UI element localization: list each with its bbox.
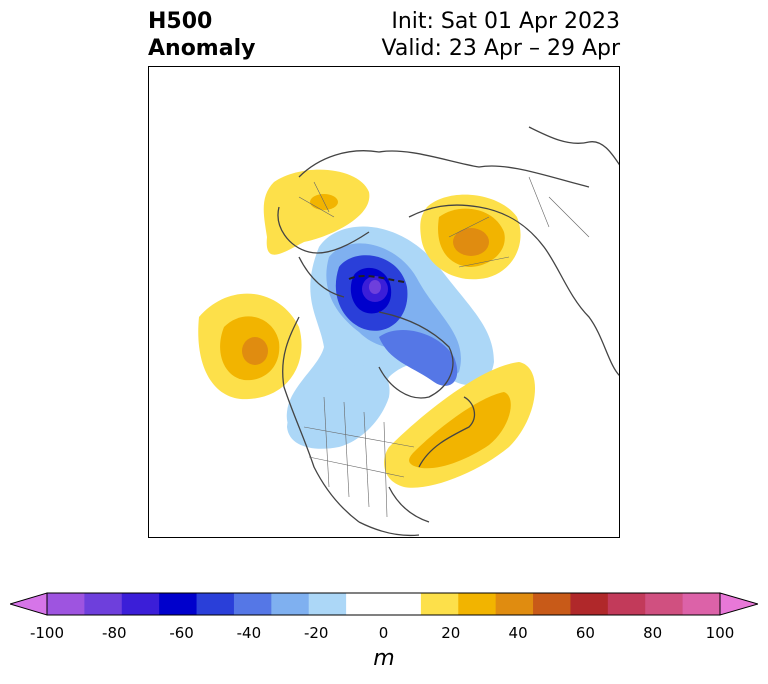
colorbar-segment [84, 593, 123, 615]
anomaly-neg-center-inner [369, 280, 381, 294]
colorbar-tick-label: 20 [441, 624, 461, 642]
colorbar-tick-label: 80 [643, 624, 663, 642]
colorbar-segment [271, 593, 310, 615]
colorbar-segment [159, 593, 198, 615]
init-date: Init: Sat 01 Apr 2023 [391, 9, 620, 34]
chart-title: H500 Anomaly [148, 8, 255, 62]
colorbar-segment [570, 593, 609, 615]
colorbar-tick-label: -60 [169, 624, 194, 642]
colorbar-tick-label: -80 [102, 624, 127, 642]
colorbar-segment [458, 593, 497, 615]
political-borders [298, 176, 590, 518]
anomaly-map [148, 66, 620, 538]
colorbar-tick-label: -20 [303, 624, 329, 642]
colorbar-segment [346, 593, 384, 615]
colorbar-segment [121, 593, 160, 615]
colorbar-segment [47, 593, 85, 615]
colorbar-tick-label: 100 [705, 624, 735, 642]
colorbar-unit: m [373, 646, 395, 671]
colorbar-tick-label: -40 [236, 624, 262, 642]
dashed-contour [348, 275, 405, 283]
anomaly-pos-pacific-core [242, 337, 268, 365]
colorbar-segment [308, 593, 347, 615]
colorbar-tick-label: 0 [378, 624, 389, 642]
colorbar-segment [533, 593, 571, 615]
coastlines [277, 126, 619, 537]
colorbar-segment [383, 593, 422, 615]
colorbar-segment [420, 593, 459, 615]
colorbar-extend-min [10, 592, 48, 616]
anomaly-pos-russia-core [453, 228, 489, 256]
colorbar-extend-max [719, 592, 758, 616]
colorbar-tick-label: 60 [575, 624, 595, 642]
colorbar-tick-label: -100 [29, 624, 65, 642]
colorbar [10, 592, 758, 616]
anomaly-pos-europe [263, 169, 370, 255]
forecast-dates: Init: Sat 01 Apr 2023 Valid: 23 Apr – 29… [382, 8, 621, 62]
colorbar-segment [233, 593, 272, 615]
valid-range: Valid: 23 Apr – 29 Apr [381, 36, 621, 61]
colorbar-segment [645, 593, 684, 615]
anomaly-neg-canada [287, 365, 390, 449]
colorbar-segment [196, 593, 235, 615]
anomaly-pos-atlantic-mid [409, 392, 511, 469]
colorbar-segment [682, 593, 721, 615]
map-canvas [198, 126, 619, 537]
colorbar-segment [607, 593, 646, 615]
colorbar-segment [495, 593, 534, 615]
title-line-1: H500 [148, 9, 213, 34]
colorbar-tick-label: 40 [508, 624, 528, 642]
anomaly-neg-greenland [379, 329, 458, 386]
colorbar-outline [46, 592, 721, 616]
title-line-2: Anomaly [148, 36, 256, 61]
